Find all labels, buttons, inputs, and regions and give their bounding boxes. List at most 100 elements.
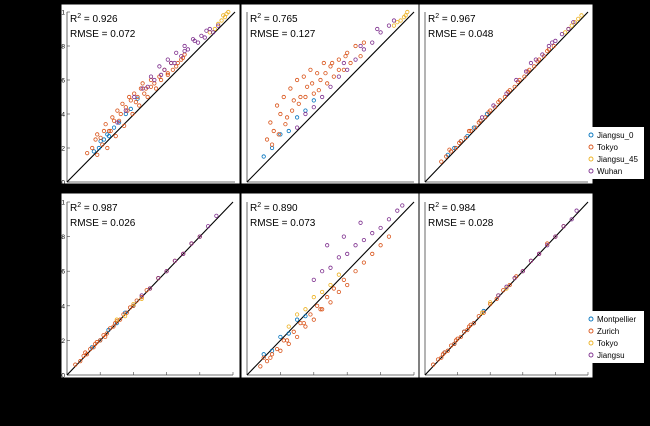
data-point	[182, 43, 187, 49]
y-tick-label: 0.6	[56, 78, 65, 85]
y-tick-label: 0.8	[56, 44, 65, 51]
data-point	[158, 72, 164, 78]
data-point	[303, 94, 308, 100]
data-point	[325, 243, 330, 248]
data-point	[95, 152, 100, 157]
data-point	[132, 94, 137, 100]
data-point	[501, 288, 506, 293]
data-point	[550, 40, 555, 45]
x-tick-label: 0.8	[195, 378, 204, 385]
legend-marker	[588, 144, 594, 150]
data-point	[207, 26, 212, 32]
data-point	[458, 334, 463, 340]
y-tick-label: 0.4	[56, 303, 65, 310]
data-point	[91, 345, 96, 350]
data-point	[294, 334, 300, 340]
data-point	[571, 20, 576, 25]
data-point	[211, 30, 216, 35]
data-point	[105, 132, 110, 137]
r2-value: = 0.765	[261, 14, 298, 25]
data-point	[386, 234, 392, 239]
data-point	[138, 86, 144, 91]
data-point	[98, 135, 103, 140]
data-point	[358, 43, 363, 49]
data-point	[127, 305, 133, 310]
data-point	[320, 269, 325, 274]
data-point	[116, 120, 122, 125]
data-point	[182, 48, 187, 54]
series-tokyo	[286, 272, 341, 329]
data-point	[274, 346, 280, 352]
data-point	[101, 137, 107, 142]
data-point	[139, 293, 144, 298]
data-point	[93, 341, 98, 346]
data-point	[140, 81, 145, 86]
data-point	[536, 251, 542, 256]
y-tick-label: 0.4	[56, 112, 65, 119]
data-point	[294, 77, 300, 83]
data-point	[435, 357, 441, 362]
data-point	[284, 115, 290, 120]
data-point	[261, 154, 266, 159]
r2-label: R2 = 0.926	[70, 13, 118, 25]
data-point	[281, 94, 286, 100]
data-point	[525, 69, 530, 74]
data-point	[133, 100, 138, 105]
data-point	[114, 317, 119, 322]
legend-box	[586, 311, 644, 363]
data-point	[286, 128, 291, 134]
data-point	[496, 100, 501, 105]
data-point	[131, 303, 136, 308]
data-point	[101, 128, 107, 134]
data-point	[471, 125, 476, 130]
y-tick-label: 1	[61, 10, 65, 17]
data-point	[320, 289, 325, 295]
data-point	[403, 13, 408, 18]
data-point	[124, 310, 129, 315]
data-point	[284, 338, 290, 343]
data-point	[328, 265, 333, 270]
panel-top-left: 0 0.2 0.4 0.6 0.8 1 R2 = 0.926 RMSE = 0.072	[56, 4, 240, 187]
data-point	[353, 269, 358, 274]
data-point	[341, 277, 346, 282]
data-point	[361, 237, 366, 243]
data-point	[189, 241, 194, 246]
x-tick-label: 1	[231, 378, 235, 385]
data-point	[453, 145, 459, 151]
data-point	[391, 18, 397, 23]
data-point	[294, 312, 300, 317]
y-tick-label: 0.8	[56, 234, 65, 241]
data-point	[219, 18, 224, 23]
data-point	[473, 125, 478, 130]
plot-area	[241, 4, 419, 184]
r2-superscript: 2	[77, 202, 81, 209]
data-point	[93, 137, 98, 142]
data-point	[153, 86, 159, 91]
legend-bottom: Montpellier Zurich Tokyo Jiangsu	[586, 311, 644, 363]
data-point	[328, 282, 333, 288]
series-tokyo	[439, 43, 556, 164]
data-point	[181, 251, 186, 256]
data-point	[341, 60, 346, 66]
data-point	[569, 23, 574, 28]
legend-marker	[588, 352, 594, 358]
data-point	[545, 241, 550, 246]
data-point	[336, 67, 341, 72]
r2-superscript: 2	[257, 202, 261, 209]
data-point	[269, 142, 275, 147]
data-point	[361, 47, 366, 52]
legend-box	[586, 127, 644, 179]
data-point	[100, 142, 105, 147]
data-point	[199, 33, 204, 38]
x-tick-label: 0.6	[162, 378, 171, 385]
data-point	[330, 60, 335, 66]
data-point	[391, 23, 397, 28]
data-point	[127, 94, 132, 100]
data-point	[520, 269, 525, 274]
data-point	[123, 108, 128, 113]
data-point	[88, 346, 93, 352]
data-point	[488, 300, 493, 305]
data-point	[341, 234, 346, 239]
data-point	[291, 98, 296, 103]
legend-marker	[588, 316, 594, 322]
